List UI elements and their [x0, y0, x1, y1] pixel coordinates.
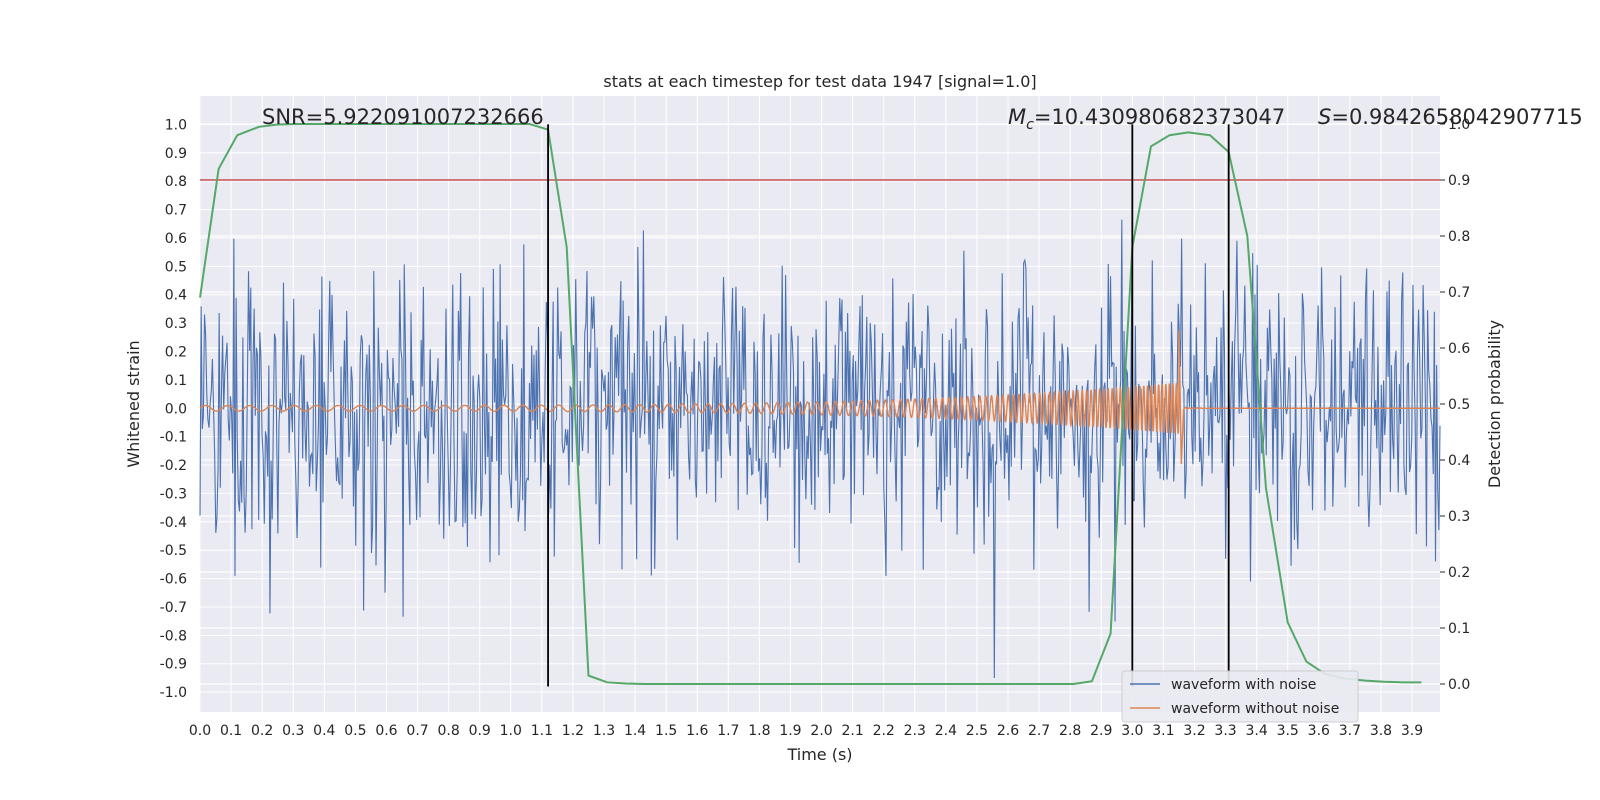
x-tick-label: 0.6 [375, 723, 397, 739]
noise-waveform-line [199, 219, 1441, 678]
y2-tick-label: 0.8 [1448, 229, 1470, 245]
probability-line [199, 123, 1422, 685]
x-tick-label: 1.5 [655, 723, 677, 739]
y2-tick-label: 0.6 [1448, 341, 1470, 357]
x-tick-label: 0.9 [469, 723, 491, 739]
y2-tick-label: 0.1 [1448, 621, 1470, 637]
x-tick-label: 2.6 [997, 723, 1019, 739]
score-symbol: S [1318, 105, 1331, 129]
x-tick-label: 1.6 [686, 723, 708, 739]
x-tick-label: 2.3 [904, 723, 926, 739]
y2-tick-label: 0.7 [1448, 285, 1470, 301]
x-tick-label: 3.4 [1246, 723, 1268, 739]
y-tick-label: 0.5 [165, 259, 187, 275]
x-tick-label: 0.5 [344, 723, 366, 739]
y-tick-label: -0.6 [160, 572, 187, 588]
chart-title: stats at each timestep for test data 194… [603, 72, 1036, 91]
chirp-mass-symbol: M [1008, 105, 1026, 129]
x-tick-label: 3.3 [1214, 723, 1236, 739]
y2-tick-label: 0.3 [1448, 509, 1470, 525]
y2-tick-label: 0.9 [1448, 173, 1470, 189]
y-tick-label: -0.2 [160, 458, 187, 474]
x-tick-label: 1.9 [779, 723, 801, 739]
y-tick-label: 0.7 [165, 203, 187, 219]
y-tick-label: -0.8 [160, 628, 187, 644]
y2-tick-label: 0.0 [1448, 677, 1470, 693]
x-tick-label: 0.1 [220, 723, 242, 739]
y2-tick-label: 0.4 [1448, 453, 1470, 469]
x-tick-label: 3.1 [1152, 723, 1174, 739]
x-tick-label: 2.8 [1059, 723, 1081, 739]
y-tick-label: -0.5 [160, 543, 187, 559]
series-detection-probability [199, 123, 1422, 685]
score-value: =0.9842658042907715 [1331, 105, 1582, 129]
y-axis-ticks: 1.0 0.9 0.8 0.7 0.6 0.5 0.4 0.3 0.2 0.1 0.0 -0.1 -0.… [160, 117, 187, 701]
x-axis-ticks: 0.0 0.1 0.2 0.3 0.4 0.5 0.6 0.7 0.8 0.9 1.0 1.1 1.2 1… [189, 723, 1423, 739]
x-tick-label: 2.2 [873, 723, 895, 739]
y-tick-label: 0.0 [165, 401, 187, 417]
series-waveform-without-noise [199, 330, 1440, 465]
y-tick-label: 0.2 [165, 344, 187, 360]
y-tick-label: 0.4 [165, 288, 187, 304]
x-tick-label: 1.0 [500, 723, 522, 739]
legend: waveform with noise waveform without noi… [1121, 670, 1359, 723]
y-tick-label: 1.0 [165, 117, 187, 133]
x-tick-label: 3.6 [1308, 723, 1330, 739]
x-tick-label: 1.8 [748, 723, 770, 739]
y2-tick-label: 0.2 [1448, 565, 1470, 581]
y-tick-label: 0.3 [165, 316, 187, 332]
x-tick-label: 3.7 [1339, 723, 1361, 739]
x-tick-label: 2.0 [810, 723, 832, 739]
y-tick-label: 0.1 [165, 373, 187, 389]
x-tick-label: 3.0 [1121, 723, 1143, 739]
x-tick-label: 0.4 [313, 723, 335, 739]
legend-box [1121, 670, 1359, 723]
x-tick-label: 2.7 [1028, 723, 1050, 739]
y-tick-label: -1.0 [160, 685, 187, 701]
x-tick-label: 0.2 [251, 723, 273, 739]
chirp-mass-subscript: c [1026, 117, 1034, 133]
x-tick-label: 2.5 [966, 723, 988, 739]
y2-axis-ticks: 1.0 0.9 0.8 0.7 0.6 0.5 0.4 0.3 0.2 0.1 0.0 [1440, 117, 1470, 693]
x-tick-label: 1.1 [531, 723, 553, 739]
series-waveform-with-noise [199, 219, 1441, 678]
y-axis-label: Whitened strain [124, 340, 143, 467]
y-tick-label: 0.8 [165, 174, 187, 190]
y2-tick-label: 0.5 [1448, 397, 1470, 413]
x-axis-label: Time (s) [786, 745, 852, 764]
event-markers [547, 124, 1230, 687]
y-tick-label: 0.6 [165, 231, 187, 247]
x-tick-label: 1.7 [717, 723, 739, 739]
x-tick-label: 2.1 [841, 723, 863, 739]
x-tick-label: 2.4 [935, 723, 957, 739]
x-tick-label: 1.4 [624, 723, 646, 739]
x-tick-label: 3.9 [1401, 723, 1423, 739]
y-tick-label: 0.9 [165, 146, 187, 162]
y-tick-label: -0.4 [160, 515, 187, 531]
x-tick-label: 0.3 [282, 723, 304, 739]
legend-label-clean: waveform without noise [1171, 701, 1339, 717]
score-annotation: S=0.9842658042907715 [1318, 105, 1583, 129]
x-tick-label: 3.5 [1277, 723, 1299, 739]
x-tick-label: 0.8 [437, 723, 459, 739]
y-tick-label: -0.7 [160, 600, 187, 616]
x-tick-label: 1.2 [562, 723, 584, 739]
chirp-mass-value: =10.430980682373047 [1034, 105, 1285, 129]
x-tick-label: 3.2 [1183, 723, 1205, 739]
x-tick-label: 3.8 [1370, 723, 1392, 739]
snr-annotation: SNR=5.922091007232666 [262, 105, 544, 129]
y2-tick-label: 1.0 [1448, 117, 1470, 133]
y-tick-label: -0.1 [160, 430, 187, 446]
x-tick-label: 0.7 [406, 723, 428, 739]
clean-waveform-line [199, 330, 1440, 465]
y-tick-label: -0.9 [160, 657, 187, 673]
x-tick-label: 0.0 [189, 723, 211, 739]
x-tick-label: 1.3 [593, 723, 615, 739]
y2-axis-label: Detection probability [1485, 320, 1504, 488]
y-tick-label: -0.3 [160, 486, 187, 502]
x-tick-label: 2.9 [1090, 723, 1112, 739]
legend-label-noise: waveform with noise [1171, 677, 1316, 693]
chirp-mass-annotation: Mc=10.430980682373047 [1008, 105, 1285, 133]
